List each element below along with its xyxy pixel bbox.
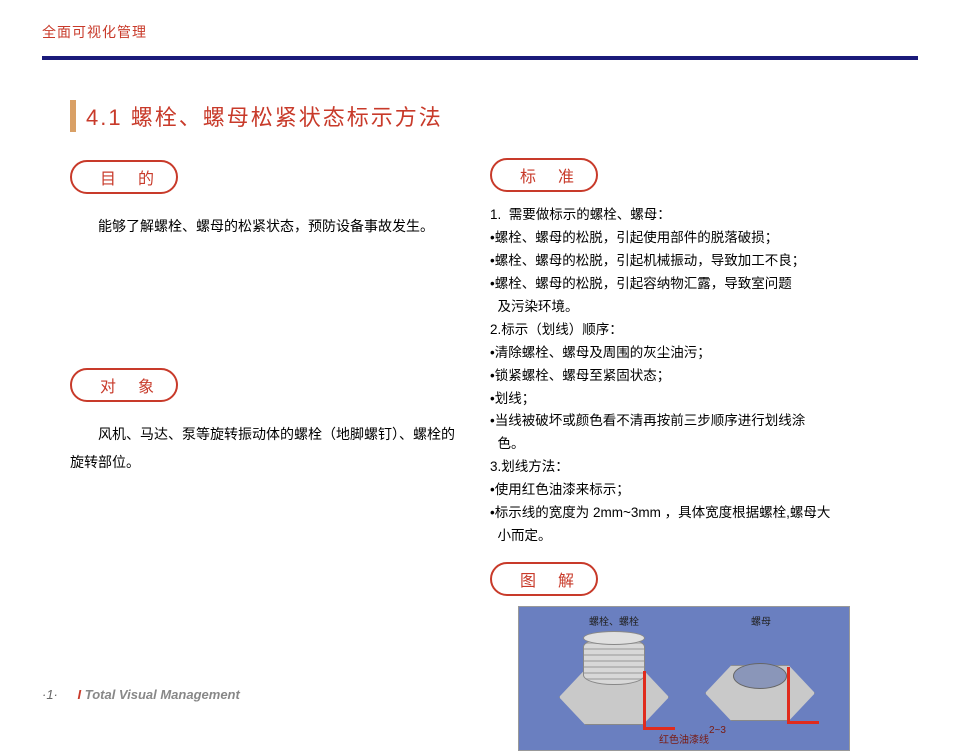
header-rule [42, 56, 918, 60]
standard-line: •螺栓、螺母的松脱，引起容纳物汇露，导致室问题 及污染环境。 [490, 273, 910, 319]
pill-char: 目 [100, 171, 138, 188]
standard-line: •清除螺栓、螺母及周围的灰尘油污； [490, 342, 910, 365]
doc-header: 全面可视化管理 [42, 22, 147, 42]
figure-bottom-caption: 红色油漆线 [519, 731, 849, 746]
footer-slash: I [78, 687, 85, 702]
figure-pill: 图解 [490, 562, 598, 596]
standard-line: •螺栓、螺母的松脱，引起机械振动，导致加工不良； [490, 250, 910, 273]
purpose-pill: 目的 [70, 160, 178, 194]
figure-diagram: 螺栓、螺栓 螺母 2~3 红色油漆线 [518, 606, 850, 751]
standard-line: •锁紧螺栓、螺母至紧固状态； [490, 365, 910, 388]
pill-char: 解 [558, 573, 574, 590]
standard-line: 3.划线方法： [490, 456, 910, 479]
purpose-text: 能够了解螺栓、螺母的松紧状态，预防设备事故发生。 [70, 212, 460, 240]
footer-title: Total Visual Management [85, 687, 240, 702]
target-text: 风机、马达、泵等旋转振动体的螺栓（地脚螺钉）、螺栓的旋转部位。 [70, 420, 460, 476]
bolt-icon [559, 653, 669, 717]
section-title: 4.1 螺栓、螺母松紧状态标示方法 [70, 100, 443, 132]
right-column: 标准 1. 需要做标示的螺栓、螺母：•螺栓、螺母的松脱，引起使用部件的脱落破损；… [490, 158, 910, 751]
standard-line: •螺栓、螺母的松脱，引起使用部件的脱落破损； [490, 227, 910, 250]
standard-line: •当线被破坏或颜色看不清再按前三步顺序进行划线涂 色。 [490, 410, 910, 456]
pill-char: 标 [520, 169, 558, 186]
mark-line [643, 727, 675, 730]
mark-line [787, 667, 790, 723]
pill-char: 象 [138, 379, 154, 396]
target-pill: 对象 [70, 368, 178, 402]
target-block: 对象 风机、马达、泵等旋转振动体的螺栓（地脚螺钉）、螺栓的旋转部位。 [70, 368, 460, 476]
figure-block: 图解 螺栓、螺栓 螺母 2~3 红色油漆线 [490, 562, 910, 751]
figure-caption-nut: 螺母 [751, 613, 771, 628]
standard-line: •使用红色油漆来标示； [490, 479, 910, 502]
pill-char: 的 [138, 171, 154, 188]
standard-list: 1. 需要做标示的螺栓、螺母：•螺栓、螺母的松脱，引起使用部件的脱落破损；•螺栓… [490, 204, 910, 548]
left-column: 目的 能够了解螺栓、螺母的松紧状态，预防设备事故发生。 对象 风机、马达、泵等旋… [70, 160, 460, 476]
pill-char: 准 [558, 169, 574, 186]
nut-icon [705, 657, 815, 717]
page-footer: ·1· I Total Visual Management [42, 687, 240, 702]
standard-pill: 标准 [490, 158, 598, 192]
mark-line [643, 671, 646, 729]
pill-char: 对 [100, 379, 138, 396]
standard-line: 2.标示（划线）顺序： [490, 319, 910, 342]
standard-line: •标示线的宽度为 2mm~3mm ，具体宽度根据螺栓,螺母大 小而定。 [490, 502, 910, 548]
standard-line: 1. 需要做标示的螺栓、螺母： [490, 204, 910, 227]
mark-line [787, 721, 819, 724]
page-number: ·1· [42, 687, 58, 702]
figure-caption-bolt: 螺栓、螺栓 [589, 613, 639, 628]
pill-char: 图 [520, 573, 558, 590]
standard-line: •划线； [490, 388, 910, 411]
